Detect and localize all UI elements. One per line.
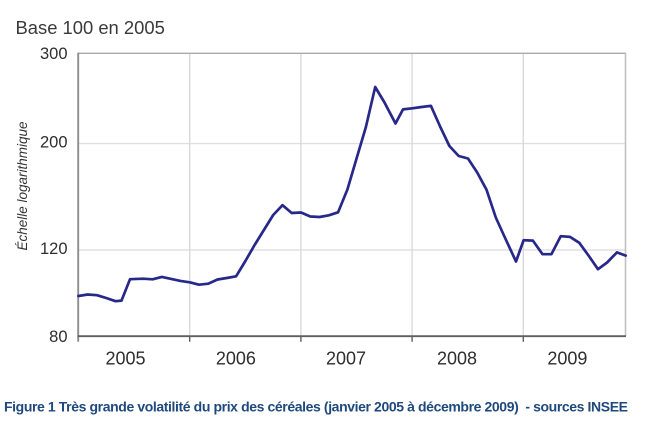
svg-text:Base 100 en 2005: Base 100 en 2005 xyxy=(16,17,165,38)
svg-text:2005: 2005 xyxy=(105,348,145,368)
svg-text:2006: 2006 xyxy=(216,348,256,368)
svg-text:80: 80 xyxy=(49,328,67,346)
svg-text:Échelle logarithmique: Échelle logarithmique xyxy=(15,121,30,250)
svg-text:2007: 2007 xyxy=(326,348,366,368)
svg-text:120: 120 xyxy=(40,240,68,258)
svg-text:2009: 2009 xyxy=(547,348,587,368)
svg-text:2008: 2008 xyxy=(437,348,477,368)
svg-text:200: 200 xyxy=(40,133,68,151)
svg-text:Figure 1 Très grande volatilit: Figure 1 Très grande volatilité du prix … xyxy=(4,399,628,415)
svg-text:300: 300 xyxy=(40,45,68,63)
